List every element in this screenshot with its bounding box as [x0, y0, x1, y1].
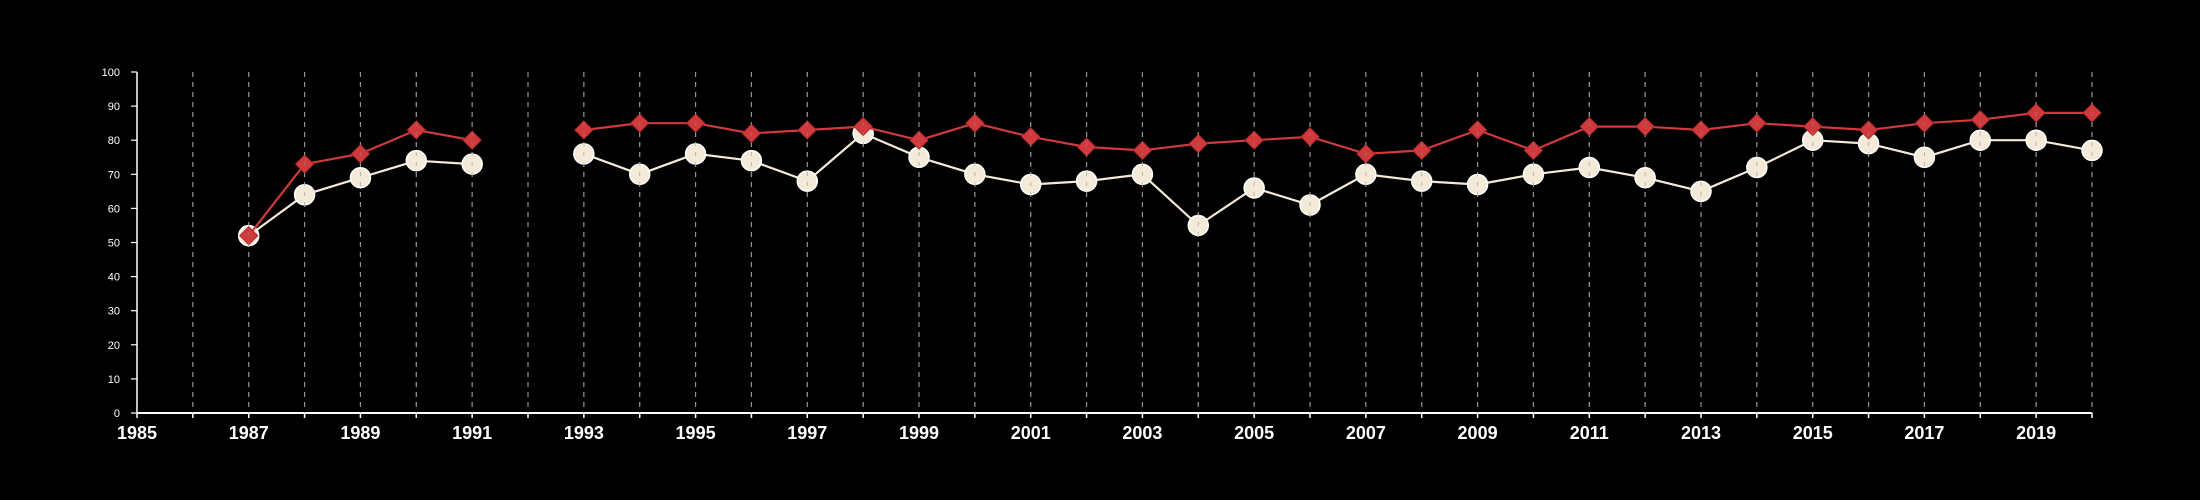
x-tick-label: 2015: [1793, 423, 1833, 443]
data-point: [2025, 129, 2047, 151]
data-point: [1634, 166, 1656, 189]
y-tick-label: 80: [108, 135, 120, 147]
data-point: [1244, 130, 1264, 150]
x-tick-label: 1993: [564, 423, 604, 443]
series-line: [583, 111, 2092, 155]
data-point: [405, 149, 428, 172]
series-group: [192, 72, 2103, 413]
y-tick-label: 50: [108, 238, 120, 250]
data-point: [349, 166, 372, 189]
y-tick-label: 0: [114, 408, 120, 420]
data-point: [1691, 120, 1711, 140]
data-point: [1913, 146, 1936, 168]
y-tick-label: 60: [108, 203, 120, 215]
data-point: [1523, 140, 1544, 161]
data-point: [796, 170, 819, 192]
x-tick-label: 1991: [452, 423, 492, 443]
x-tick-label: 1997: [787, 423, 827, 443]
data-point: [1075, 170, 1098, 192]
data-point: [1578, 156, 1601, 179]
data-point: [1690, 180, 1712, 203]
data-point: [574, 120, 594, 140]
x-tick-label: 1985: [117, 423, 157, 443]
data-point: [1746, 156, 1768, 179]
series-line: [583, 132, 2093, 227]
data-point: [740, 149, 763, 172]
x-tick-label: 2003: [1122, 423, 1162, 443]
data-point: [1132, 140, 1153, 161]
y-tick-label: 100: [102, 67, 120, 79]
data-point: [1467, 120, 1488, 140]
x-tick-label: 1989: [340, 423, 380, 443]
series-diamond: [239, 103, 2102, 246]
x-tick-label: 1987: [229, 423, 269, 443]
data-point: [2081, 139, 2103, 162]
data-point: [1076, 137, 1097, 157]
y-tick-label: 10: [108, 374, 120, 386]
x-tick-label: 1999: [899, 423, 939, 443]
data-point: [462, 130, 482, 150]
data-point: [797, 120, 817, 140]
data-point: [909, 130, 929, 150]
x-tick-label: 2011: [1570, 423, 1609, 443]
data-point: [1970, 110, 1990, 130]
x-tick-label: 2013: [1681, 423, 1721, 443]
series-circle: [237, 122, 2103, 247]
data-point: [1858, 120, 1879, 140]
y-tick-label: 70: [108, 169, 120, 181]
x-tick-label: 2009: [1458, 423, 1498, 443]
data-point: [406, 120, 426, 140]
x-tick-label: 2001: [1011, 423, 1051, 443]
x-tick-label: 2007: [1346, 423, 1386, 443]
x-tick-label: 1995: [676, 423, 716, 443]
data-point: [1243, 177, 1265, 199]
data-point: [1412, 140, 1432, 161]
data-point: [1969, 129, 1992, 151]
axes: 1985 1987 1989 1991 1993 1995 1997 1999 2001 2003…: [102, 67, 2093, 443]
y-tick-label: 20: [108, 340, 120, 352]
x-tick-label: 2005: [1234, 423, 1274, 443]
y-tick-label: 90: [108, 101, 120, 113]
x-tick-label: 2019: [2016, 423, 2056, 443]
x-tick-label: 2017: [1904, 423, 1944, 443]
y-tick-label: 40: [108, 272, 120, 284]
grid-overlay: [192, 72, 2093, 413]
data-point: [1410, 170, 1433, 192]
y-tick-label: 30: [108, 306, 120, 318]
